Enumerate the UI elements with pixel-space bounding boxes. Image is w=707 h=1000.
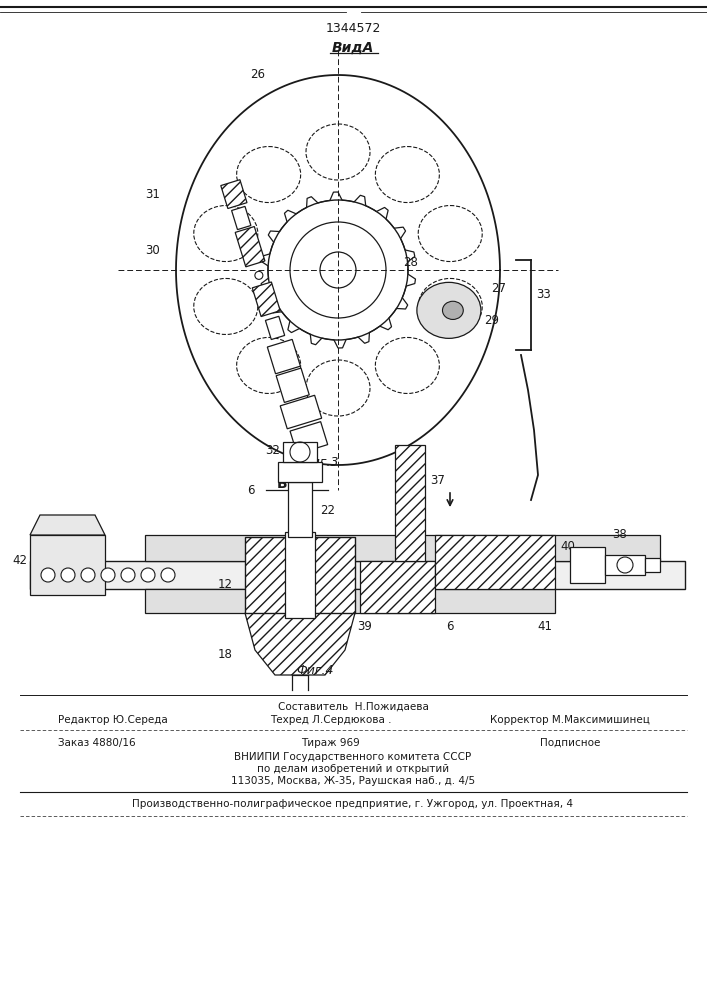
Text: 22: 22 — [320, 504, 335, 516]
Text: Тираж 969: Тираж 969 — [300, 738, 359, 748]
Bar — [605, 555, 645, 575]
Text: 27: 27 — [491, 282, 506, 295]
Text: 31: 31 — [146, 188, 160, 202]
Text: 40: 40 — [560, 540, 575, 554]
Circle shape — [161, 568, 175, 582]
Text: Производственно-полиграфическое предприятие, г. Ужгород, ул. Проектная, 4: Производственно-полиграфическое предприя… — [132, 799, 573, 809]
Bar — [645, 558, 660, 572]
Polygon shape — [232, 206, 251, 230]
Bar — [145, 589, 555, 613]
Text: по делам изобретений и открытий: по делам изобретений и открытий — [257, 764, 449, 774]
Ellipse shape — [443, 301, 463, 319]
Text: 6: 6 — [446, 620, 454, 634]
Circle shape — [101, 568, 115, 582]
Polygon shape — [252, 282, 280, 317]
Text: 113035, Москва, Ж-35, Раушская наб., д. 4/5: 113035, Москва, Ж-35, Раушская наб., д. … — [231, 776, 475, 786]
Polygon shape — [280, 395, 322, 429]
Text: Заказ 4880/16: Заказ 4880/16 — [58, 738, 136, 748]
Text: Б - Б: Б - Б — [276, 477, 313, 491]
Circle shape — [41, 568, 55, 582]
Bar — [360, 561, 435, 613]
Text: 38: 38 — [613, 528, 627, 542]
Polygon shape — [245, 613, 355, 675]
Text: Корректор М.Максимишинец: Корректор М.Максимишинец — [490, 715, 650, 725]
Circle shape — [61, 568, 75, 582]
Circle shape — [81, 568, 95, 582]
Text: 29: 29 — [484, 314, 499, 327]
Text: 32: 32 — [266, 444, 281, 456]
Text: 18: 18 — [218, 648, 233, 662]
Polygon shape — [221, 180, 247, 209]
Text: 30: 30 — [146, 243, 160, 256]
Text: 42: 42 — [12, 554, 27, 566]
Text: Редактор Ю.Середа: Редактор Ю.Середа — [58, 715, 168, 725]
Text: 4: 4 — [295, 438, 303, 452]
Bar — [570, 547, 605, 583]
Text: ВидА: ВидА — [332, 41, 374, 55]
Text: Фиг.4: Фиг.4 — [296, 664, 334, 676]
Polygon shape — [30, 515, 105, 535]
Text: 6: 6 — [247, 484, 255, 496]
Text: 26: 26 — [250, 68, 266, 82]
Bar — [288, 482, 312, 537]
Ellipse shape — [417, 282, 481, 338]
Polygon shape — [276, 368, 309, 402]
Text: Техред Л.Сердюкова .: Техред Л.Сердюкова . — [270, 715, 392, 725]
Text: 41: 41 — [537, 620, 552, 634]
Bar — [283, 442, 317, 462]
Text: Составитель  Н.Пожидаева: Составитель Н.Пожидаева — [278, 702, 428, 712]
Text: 33: 33 — [536, 288, 551, 302]
Bar — [30, 561, 685, 589]
Text: 39: 39 — [358, 620, 373, 634]
Text: 1344572: 1344572 — [325, 21, 380, 34]
Bar — [145, 535, 660, 561]
Polygon shape — [235, 227, 265, 267]
Text: ВНИИПИ Государственного комитета СССР: ВНИИПИ Государственного комитета СССР — [235, 752, 472, 762]
Polygon shape — [267, 339, 300, 374]
Bar — [30, 535, 105, 595]
Bar — [245, 537, 355, 613]
Text: Подписное: Подписное — [540, 738, 600, 748]
Bar — [395, 445, 425, 561]
Polygon shape — [265, 316, 285, 340]
Text: Фиг.3: Фиг.3 — [301, 456, 339, 468]
Text: 37: 37 — [430, 474, 445, 487]
Circle shape — [141, 568, 155, 582]
Circle shape — [255, 271, 263, 279]
Bar — [435, 535, 555, 589]
Polygon shape — [290, 422, 328, 454]
Circle shape — [121, 568, 135, 582]
Bar — [278, 462, 322, 482]
Bar — [285, 532, 315, 618]
Text: 28: 28 — [403, 255, 418, 268]
Text: 12: 12 — [218, 578, 233, 591]
